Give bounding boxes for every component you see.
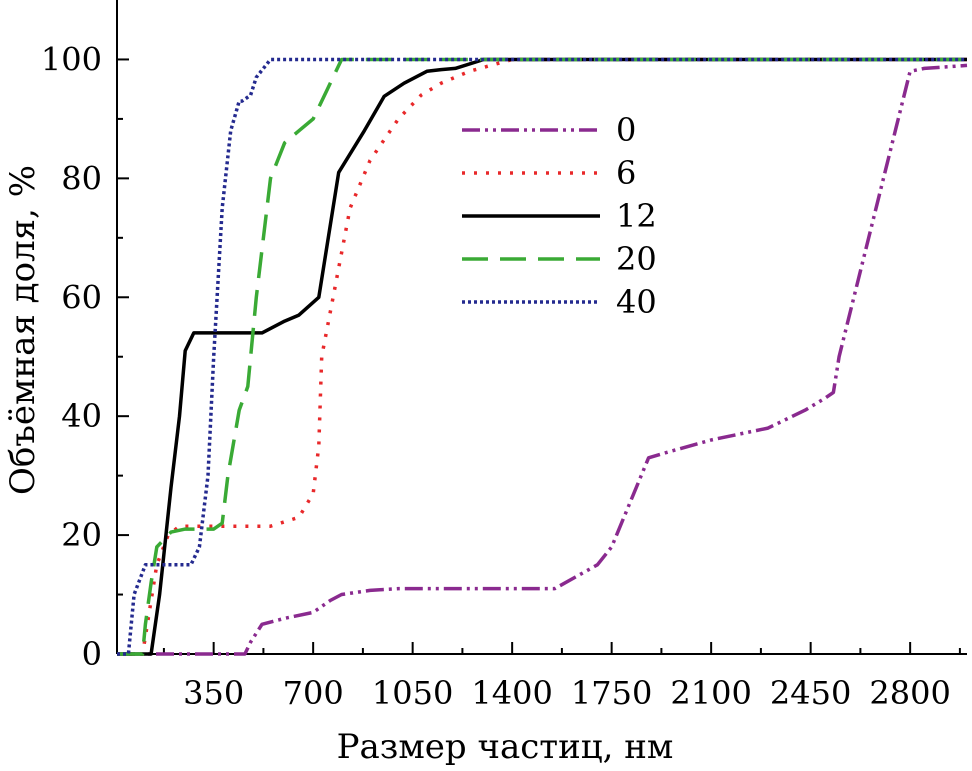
y-tick-label: 100 — [41, 40, 102, 78]
y-axis-title: Объёмная доля, % — [3, 165, 43, 495]
legend-label-12: 12 — [616, 197, 657, 235]
x-tick-label: 1400 — [471, 674, 552, 712]
y-tick-label: 60 — [61, 278, 102, 316]
series-line-40 — [117, 57, 967, 656]
x-tick-label: 2100 — [670, 674, 751, 712]
legend-label-20: 20 — [616, 240, 657, 278]
legend-label-6: 6 — [616, 154, 636, 192]
series-line-0 — [117, 63, 968, 656]
series-line-12 — [117, 57, 967, 656]
y-tick-label: 80 — [61, 159, 102, 197]
x-axis-title: Размер частиц, нм — [337, 727, 674, 767]
x-tick-label: 2450 — [770, 674, 851, 712]
series-line-20 — [117, 57, 967, 656]
x-tick-label: 2800 — [869, 674, 950, 712]
legend: 0 6 12 20 40 — [462, 111, 657, 321]
y-tick-label: 20 — [61, 516, 102, 554]
x-tick-label: 1050 — [372, 674, 453, 712]
series-layer — [117, 57, 968, 656]
x-tick-label: 1750 — [571, 674, 652, 712]
y-tick-label: 40 — [61, 397, 102, 435]
legend-label-0: 0 — [616, 111, 636, 149]
y-tick-label: 0 — [82, 635, 102, 673]
x-tick-label: 350 — [183, 674, 244, 712]
legend-label-40: 40 — [616, 283, 657, 321]
x-tick-label: 700 — [283, 674, 344, 712]
